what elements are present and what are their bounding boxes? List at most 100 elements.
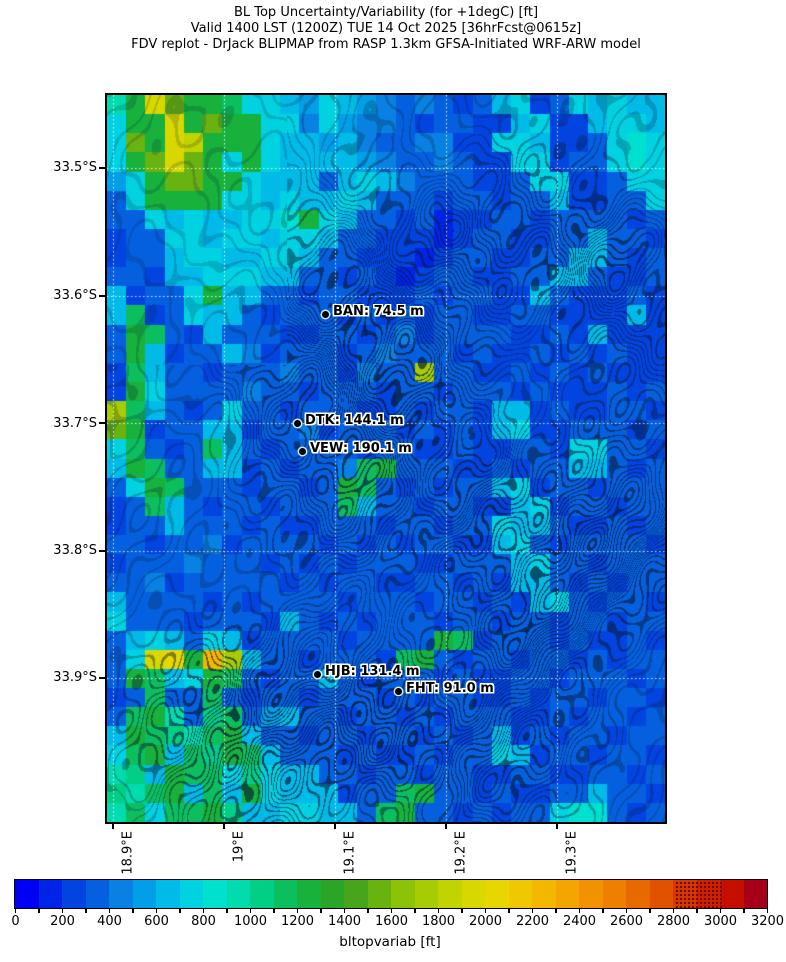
x-tick-label: 19.1°E xyxy=(342,831,358,875)
colorbar-tick-mark xyxy=(179,909,181,913)
colorbar-segment xyxy=(743,880,767,908)
x-tick-mark xyxy=(444,824,447,829)
colorbar-tick-mark xyxy=(602,909,604,913)
colorbar-tick-label: 2600 xyxy=(609,914,644,929)
colorbar-segment xyxy=(626,880,650,908)
colorbar-tick-mark xyxy=(249,909,252,913)
colorbar-tick-mark xyxy=(414,909,416,913)
colorbar-segment xyxy=(250,880,274,908)
colorbar-tick-mark xyxy=(38,909,40,913)
colorbar-tick-mark xyxy=(743,909,745,913)
y-tick-mark xyxy=(99,294,105,297)
colorbar-tick-mark xyxy=(85,909,87,913)
y-tick-label: 33.6°S xyxy=(53,288,97,303)
y-tick-label: 33.5°S xyxy=(53,160,97,176)
station-dot-hjb xyxy=(313,670,321,678)
colorbar-tick-mark xyxy=(719,909,722,913)
colorbar-segment xyxy=(602,880,626,908)
colorbar-segment xyxy=(85,880,109,908)
colorbar-tick-label: 3200 xyxy=(750,914,785,929)
colorbar-tick-mark xyxy=(390,909,393,913)
colorbar-segment xyxy=(414,880,438,908)
colorbar-tick-mark xyxy=(273,909,275,913)
station-label-vew: VEW: 190.1 m xyxy=(310,441,412,456)
chart-title-block: BL Top Uncertainty/Variability (for +1de… xyxy=(0,5,772,53)
colorbar-tick-label: 3000 xyxy=(703,914,738,929)
colorbar-tick-mark xyxy=(672,909,675,913)
y-tick-label: 33.8°S xyxy=(53,543,97,559)
station-label-ban: BAN: 74.5 m xyxy=(333,304,424,319)
colorbar-tick-mark xyxy=(766,909,769,913)
x-tick-mark xyxy=(556,824,559,829)
colorbar-segment xyxy=(673,880,697,908)
station-label-hjb: HJB: 131.4 m xyxy=(325,664,420,679)
colorbar-tick-mark xyxy=(320,909,322,913)
colorbar-segment xyxy=(696,880,720,908)
colorbar-segment xyxy=(179,880,203,908)
colorbar-tick-mark xyxy=(555,909,557,913)
colorbar-segment xyxy=(226,880,250,908)
colorbar-tick-label: 2000 xyxy=(468,914,503,929)
station-dot-fht xyxy=(394,687,402,695)
colorbar-tick-label: 1600 xyxy=(374,914,409,929)
x-tick-label: 19.2°E xyxy=(453,831,469,875)
chart-subtitle-model-info: FDV replot - DrJack BLIPMAP from RASP 1.… xyxy=(131,37,641,52)
colorbar-tick-label: 600 xyxy=(144,914,169,929)
colorbar-tick-label: 0 xyxy=(11,914,20,929)
y-tick-mark xyxy=(99,422,105,425)
heatmap-canvas xyxy=(107,95,665,822)
y-tick-mark xyxy=(99,166,105,169)
colorbar-segment xyxy=(391,880,415,908)
colorbar-tick-label: 2400 xyxy=(562,914,597,929)
x-tick-mark xyxy=(112,824,115,829)
colorbar-tick-mark xyxy=(625,909,628,913)
colorbar-axis-label: bltopvariab [ft] xyxy=(339,934,441,950)
colorbar-segment xyxy=(461,880,485,908)
colorbar-segment xyxy=(438,880,462,908)
y-tick-label: 33.7°S xyxy=(53,415,97,431)
station-dot-dtk xyxy=(293,419,301,427)
colorbar-tick-mark xyxy=(296,909,299,913)
y-tick-mark xyxy=(99,676,105,679)
colorbar xyxy=(14,879,768,909)
colorbar-tick-label: 800 xyxy=(191,914,216,929)
colorbar-tick-mark xyxy=(226,909,228,913)
colorbar-tick-label: 1000 xyxy=(233,914,268,929)
x-tick-label: 19°E xyxy=(231,831,247,863)
colorbar-tick-mark xyxy=(367,909,369,913)
x-tick-label: 19.3°E xyxy=(564,831,580,875)
station-label-dtk: DTK: 144.1 m xyxy=(305,413,404,428)
colorbar-segment xyxy=(367,880,391,908)
colorbar-tick-mark xyxy=(132,909,134,913)
colorbar-segment xyxy=(156,880,180,908)
colorbar-segment xyxy=(508,880,532,908)
colorbar-tick-mark xyxy=(484,909,487,913)
colorbar-tick-label: 1800 xyxy=(421,914,456,929)
colorbar-segment xyxy=(297,880,321,908)
colorbar-tick-label: 400 xyxy=(97,914,122,929)
map-plot-area: BAN: 74.5 m DTK: 144.1 m VEW: 190.1 m HJB: … xyxy=(105,93,667,824)
colorbar-segment xyxy=(485,880,509,908)
colorbar-tick-mark xyxy=(437,909,440,913)
y-tick-mark xyxy=(99,549,105,552)
colorbar-tick-mark xyxy=(202,909,205,913)
colorbar-segment xyxy=(720,880,744,908)
colorbar-segment xyxy=(273,880,297,908)
colorbar-segment xyxy=(109,880,133,908)
station-dot-vew xyxy=(298,447,306,455)
colorbar-segment xyxy=(555,880,579,908)
colorbar-segment xyxy=(579,880,603,908)
colorbar-tick-mark xyxy=(531,909,534,913)
chart-title: BL Top Uncertainty/Variability (for +1de… xyxy=(233,5,539,20)
colorbar-tick-label: 200 xyxy=(50,914,75,929)
station-dot-ban xyxy=(321,310,329,318)
station-label-fht: FHT: 91.0 m xyxy=(406,681,494,696)
colorbar-segment xyxy=(203,880,227,908)
colorbar-segment xyxy=(649,880,673,908)
colorbar-tick-mark xyxy=(61,909,64,913)
colorbar-tick-mark xyxy=(108,909,111,913)
colorbar-tick-mark xyxy=(649,909,651,913)
colorbar-tick-mark xyxy=(155,909,158,913)
x-tick-label: 18.9°E xyxy=(120,831,136,875)
